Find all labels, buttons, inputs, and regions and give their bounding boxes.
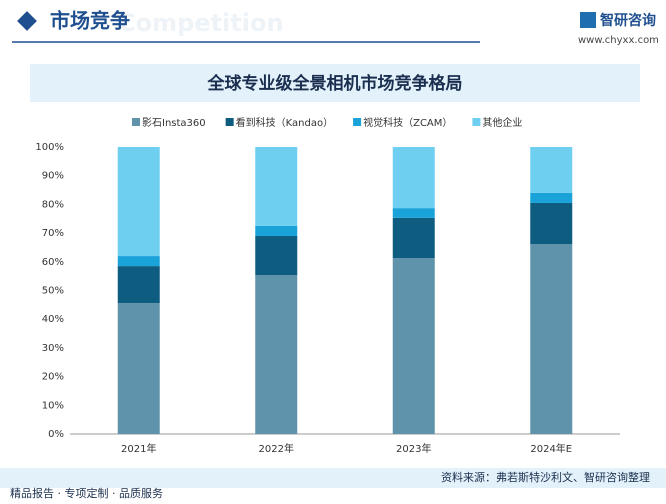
x-tick-label: 2021年: [121, 442, 156, 455]
bar-segment: [255, 225, 298, 236]
legend-swatch: [472, 118, 481, 126]
legend-label: 看到科技（Kandao）: [236, 116, 333, 129]
legend-swatch: [225, 118, 234, 126]
y-tick-label: 50%: [42, 286, 64, 297]
bar-segment: [255, 147, 298, 226]
y-tick-label: 70%: [42, 228, 64, 239]
source-band: [0, 468, 666, 488]
title-band: [30, 64, 640, 102]
y-tick-label: 80%: [42, 199, 64, 210]
legend-label: 视觉科技（ZCAM）: [363, 116, 452, 129]
bar-segment: [117, 266, 160, 304]
legend-swatch: [353, 118, 362, 126]
legend-label: 影石Insta360: [142, 117, 206, 129]
legend-swatch: [132, 118, 140, 126]
bar-segment: [530, 147, 573, 193]
bar-segment: [392, 217, 435, 259]
y-tick-label: 60%: [42, 257, 64, 268]
header-title: 市场竞争: [50, 9, 130, 33]
bar-segment: [392, 258, 435, 434]
y-tick-label: 20%: [42, 372, 64, 383]
legend-label: 其他企业: [482, 116, 522, 129]
bar-segment: [255, 235, 298, 276]
bar-segment: [530, 244, 573, 434]
footer-slogan: 精品报告 · 专项定制 · 品质服务: [10, 486, 163, 500]
x-tick-label: 2023年: [396, 442, 431, 455]
bar-segment: [392, 147, 435, 209]
y-tick-label: 10%: [42, 400, 64, 411]
x-tick-label: 2024年E: [530, 442, 572, 455]
y-tick-label: 90%: [42, 171, 64, 182]
source: 资料来源：弗若斯特沙利文、智研咨询整理: [441, 470, 650, 484]
y-tick-label: 40%: [42, 314, 64, 325]
title-icon: [17, 11, 37, 31]
bar-segment: [392, 208, 435, 218]
header-subtitle: Competition: [118, 9, 284, 37]
logo-icon: [580, 12, 596, 28]
bar-segment: [117, 147, 160, 257]
bar-segment: [255, 275, 298, 434]
bar-segment: [117, 256, 160, 267]
y-tick-label: 30%: [42, 343, 64, 354]
bar-segment: [530, 192, 573, 203]
x-tick-label: 2022年: [259, 442, 294, 455]
y-tick-label: 100%: [35, 142, 64, 153]
y-tick-label: 0%: [48, 429, 64, 440]
logo-text: 智研咨询: [599, 12, 656, 29]
bar-segment: [530, 202, 573, 245]
chart-title: 全球专业级全景相机市场竞争格局: [207, 73, 463, 94]
logo-url: www.chyxx.com: [578, 35, 659, 46]
bar-segment: [117, 303, 160, 434]
